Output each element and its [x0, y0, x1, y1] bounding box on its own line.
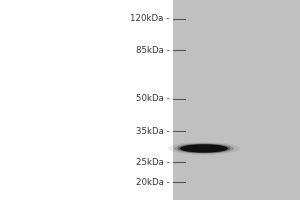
Bar [172, 0, 300, 200]
Text: 25kDa -: 25kDa - [136, 158, 169, 167]
Text: 50kDa -: 50kDa - [136, 94, 169, 103]
Ellipse shape [174, 143, 234, 154]
Text: 20kDa -: 20kDa - [136, 178, 169, 187]
Ellipse shape [178, 144, 230, 153]
Text: 120kDa -: 120kDa - [130, 14, 169, 23]
Bar [0, 0, 172, 200]
Ellipse shape [168, 142, 240, 155]
Text: 35kDa -: 35kDa - [136, 127, 169, 136]
Ellipse shape [180, 144, 228, 153]
Text: 85kDa -: 85kDa - [136, 46, 169, 55]
